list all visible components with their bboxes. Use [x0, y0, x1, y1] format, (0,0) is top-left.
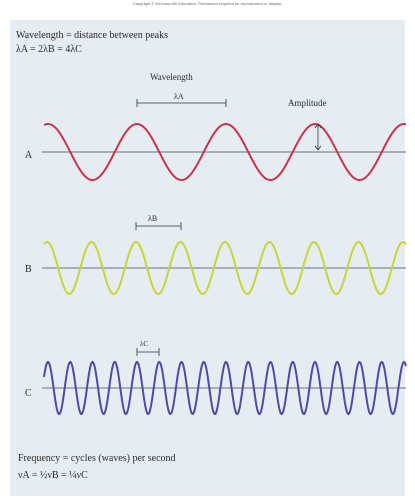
wavelength-label: Wavelength — [150, 72, 193, 82]
wave-a-label: A — [25, 150, 33, 161]
wave-b — [43, 240, 407, 295]
wavelength-relation: λA = 2λB = 4λC — [16, 44, 82, 55]
wave-c-label: C — [25, 388, 32, 399]
amplitude-label: Amplitude — [288, 98, 327, 108]
diagram-panel — [10, 20, 405, 496]
wave-a — [43, 122, 407, 182]
wave-c — [43, 360, 407, 416]
wavelength-c-marker — [136, 348, 160, 356]
frequency-relation: νA = ½νB = ¼νC — [18, 470, 88, 481]
wave-b-label: B — [25, 264, 32, 275]
wavelength-b-marker — [135, 222, 182, 230]
frequency-definition: Frequency = cycles (waves) per second — [18, 453, 176, 464]
lambda-b-label: λB — [148, 214, 158, 223]
lambda-c-label: λC — [140, 340, 149, 348]
wavelength-definition: Wavelength = distance between peaks — [16, 30, 168, 41]
amplitude-marker — [314, 123, 322, 151]
lambda-a-label: λA — [174, 92, 184, 101]
copyright-notice: Copyright © McGraw-Hill Education. Permi… — [133, 1, 282, 6]
wavelength-a-marker — [136, 99, 227, 107]
